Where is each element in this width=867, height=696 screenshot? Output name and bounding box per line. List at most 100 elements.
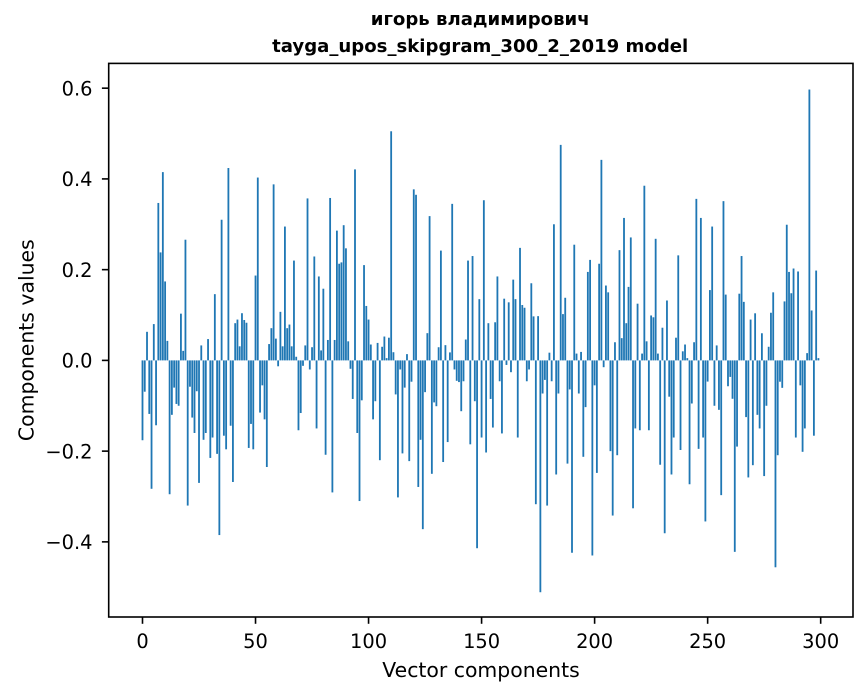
bar [410, 360, 413, 382]
bar [516, 360, 519, 438]
bar [530, 283, 533, 361]
bar [478, 299, 481, 361]
x-ticks-group [141, 617, 822, 624]
bar [433, 360, 436, 403]
bar [338, 263, 341, 361]
bar [437, 347, 440, 361]
bar [297, 360, 300, 431]
bar [462, 360, 465, 382]
bar [799, 360, 802, 386]
bar [772, 292, 775, 361]
bar [568, 360, 571, 390]
bar [713, 360, 716, 406]
bar [638, 360, 641, 431]
bar [428, 216, 431, 361]
bar [245, 322, 248, 361]
bar [591, 360, 594, 556]
bar [401, 360, 404, 454]
x-tick-labels: 0 50 100 150 200 250 300 [136, 630, 839, 653]
bar [634, 360, 637, 429]
bar [345, 248, 347, 361]
bar [706, 360, 709, 382]
bar [467, 260, 469, 361]
bar [184, 239, 187, 361]
bar [150, 360, 153, 489]
bar [311, 347, 313, 361]
bar [331, 360, 334, 493]
bar [745, 360, 747, 418]
bar [286, 328, 289, 361]
bar [451, 203, 454, 361]
x-axis-label: Vector components [382, 658, 579, 682]
bar [715, 345, 718, 361]
bar [444, 345, 447, 361]
bar [595, 360, 598, 473]
bar [263, 360, 266, 420]
bar [152, 324, 155, 361]
bar [394, 360, 397, 395]
bar [534, 360, 537, 505]
bar [586, 271, 589, 361]
bar [645, 341, 648, 361]
bar [293, 260, 295, 361]
bar [439, 250, 442, 361]
bar [164, 281, 167, 361]
bar [593, 360, 596, 386]
bar [742, 301, 745, 361]
bar [684, 344, 686, 361]
bar [227, 168, 230, 361]
bar [770, 312, 772, 361]
bar [399, 360, 402, 370]
bar [661, 327, 664, 361]
bar [378, 360, 381, 461]
bar [670, 360, 673, 475]
bar [675, 337, 677, 361]
bar [388, 337, 390, 361]
bar [220, 219, 223, 361]
bar [317, 276, 320, 361]
bar [699, 217, 702, 361]
bar [632, 360, 634, 509]
bar [643, 185, 646, 361]
bar [806, 353, 809, 361]
y-tick-label: −0.2 [45, 440, 92, 463]
bar [464, 339, 467, 361]
bar [315, 360, 318, 429]
bar [369, 344, 372, 361]
bar [397, 360, 399, 498]
bar [247, 360, 250, 448]
bar [186, 360, 189, 506]
bar [817, 358, 820, 361]
bar [501, 360, 503, 434]
bar [722, 201, 725, 361]
bar [736, 360, 738, 447]
bar [602, 360, 605, 368]
bar [491, 360, 494, 428]
bar [259, 360, 261, 413]
bar [747, 360, 750, 478]
bar [652, 317, 655, 361]
bar [482, 200, 485, 361]
bar [446, 360, 449, 443]
bar [507, 302, 510, 361]
bar [580, 351, 582, 361]
bar [672, 360, 675, 438]
bar [191, 360, 194, 418]
bar [430, 360, 433, 474]
bar [442, 360, 445, 463]
bar [609, 360, 612, 452]
bar [718, 360, 720, 410]
bar [528, 360, 530, 370]
bar [279, 311, 282, 361]
bar [270, 328, 273, 361]
x-tick-label: 50 [243, 630, 268, 653]
bar [356, 360, 359, 433]
bar [390, 131, 393, 361]
bar [415, 194, 417, 361]
bar [424, 360, 426, 393]
bar [265, 360, 268, 468]
bar [272, 184, 275, 361]
bar [657, 353, 659, 361]
bar [751, 360, 754, 466]
bar [426, 333, 429, 361]
